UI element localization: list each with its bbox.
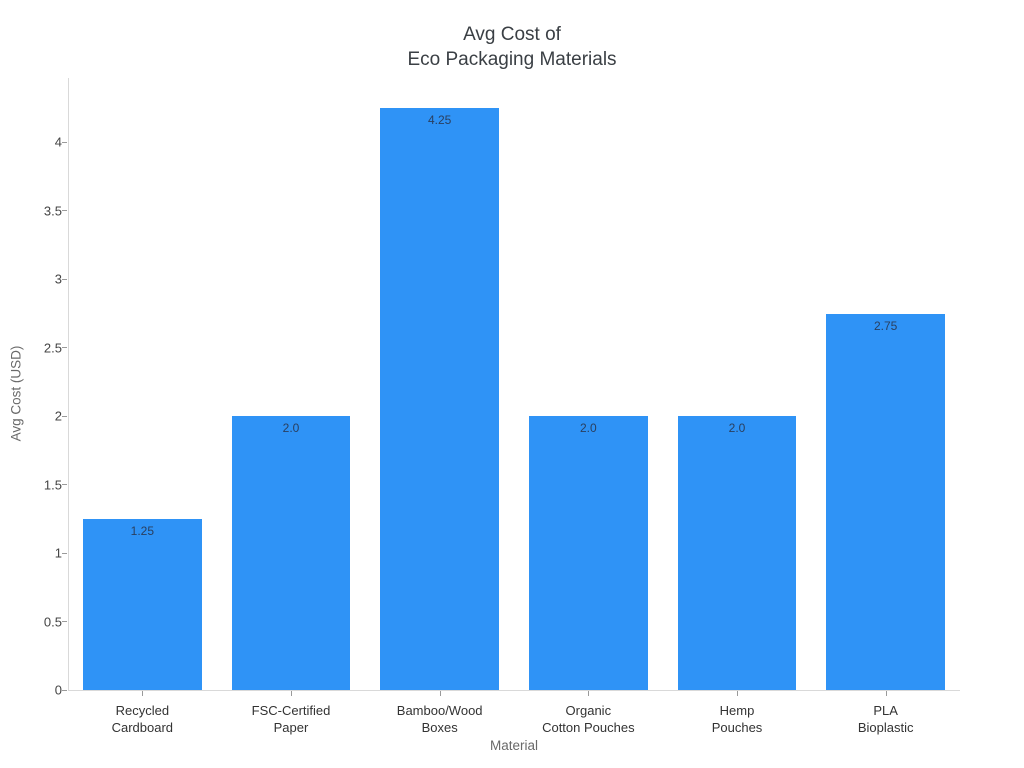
y-tick-mark	[62, 210, 67, 212]
x-tick-mark	[885, 691, 887, 696]
x-axis-spine	[68, 690, 960, 691]
x-tick-mark	[588, 691, 590, 696]
x-axis-title: Material	[489, 738, 538, 753]
y-tick-label: 0	[54, 682, 62, 698]
x-tick-label-line: Bioplastic	[857, 720, 914, 735]
bar-3: 4.25	[380, 108, 500, 690]
y-tick-label: 1	[54, 545, 62, 561]
y-axis-title: Avg Cost (USD)	[8, 345, 24, 442]
bar-value-label: 2.75	[873, 318, 898, 333]
bar-value-label: 2.0	[579, 421, 597, 436]
x-tick-label: FSC-Certified Paper	[252, 702, 331, 736]
bar-1: 1.25	[82, 518, 202, 690]
y-tick-label: 4	[54, 134, 62, 150]
bar-value-label: 1.25	[130, 523, 154, 538]
x-tick-label: Organic Cotton Pouches	[542, 702, 635, 736]
y-tick-mark	[62, 278, 67, 280]
chart-title: Avg Cost of Eco Packaging Materials	[0, 22, 1024, 72]
plot-area: 0 0.5 1 1.5 2 2.5 3 3.5 4 1.25 Recycled Cardboard 2.…	[44, 78, 960, 735]
x-tick-label-line: Pouches	[711, 720, 763, 735]
y-tick-label: 3.5	[43, 203, 62, 219]
chart-title-line-1: Avg Cost of	[463, 24, 561, 45]
x-tick-mark	[291, 691, 292, 696]
x-tick-mark	[439, 691, 441, 696]
x-tick-label: Bamboo/Wood Boxes	[397, 702, 483, 736]
x-tick-mark	[142, 691, 144, 696]
y-tick-label: 0.5	[43, 614, 62, 630]
y-tick-label: 2.5	[43, 340, 62, 356]
bar-2: 2.0	[231, 416, 351, 690]
y-tick-label: 2	[54, 408, 62, 424]
bar-value-label: 2.0	[728, 421, 746, 436]
bar-4: 2.0	[528, 416, 648, 690]
x-tick-label-line: PLA	[873, 703, 898, 718]
x-tick-mark	[737, 691, 738, 696]
y-tick-label: 3	[54, 271, 62, 287]
x-tick-label-line: Hemp	[719, 703, 755, 718]
x-tick-label-line: Cardboard	[111, 720, 174, 735]
y-axis-title-container: Avg Cost (USD)	[6, 296, 26, 496]
x-tick-label-line: FSC-Certified	[251, 703, 331, 718]
y-tick-mark	[62, 484, 67, 486]
bar-6: 2.75	[826, 313, 946, 690]
y-tick-mark	[62, 689, 67, 691]
chart-title-line-2: Eco Packaging Materials	[407, 49, 617, 70]
y-tick-mark	[62, 347, 67, 349]
y-tick-mark	[62, 621, 67, 623]
x-tick-label: PLA Bioplastic	[858, 702, 914, 736]
bar-value-label: 4.25	[427, 113, 452, 128]
y-tick-mark	[62, 552, 67, 554]
x-tick-label: Hemp Pouches	[712, 702, 763, 736]
x-tick-label-line: Paper	[273, 720, 309, 735]
y-axis-spine	[68, 78, 69, 690]
y-tick-mark	[62, 141, 67, 143]
bar-5: 2.0	[677, 416, 797, 690]
x-tick-label-line: Organic	[565, 703, 612, 718]
x-tick-label-line: Cotton Pouches	[542, 720, 635, 735]
x-tick-label-line: Bamboo/Wood	[396, 703, 483, 718]
x-tick-label: Recycled Cardboard	[112, 702, 173, 736]
y-tick-mark	[62, 415, 67, 417]
y-tick-label: 1.5	[43, 477, 62, 493]
bar-value-label: 2.0	[282, 421, 300, 436]
x-tick-label-line: Recycled	[115, 703, 170, 718]
x-tick-label-line: Boxes	[421, 720, 458, 735]
